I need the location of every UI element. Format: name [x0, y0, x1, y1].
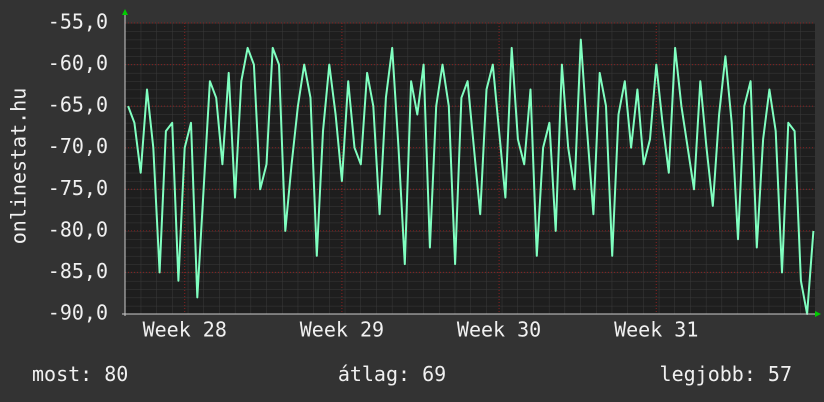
x-tick-label: Week 30	[457, 318, 541, 342]
y-tick-label: -75,0	[48, 176, 108, 200]
footer-current: most: 80	[32, 362, 128, 386]
x-tick-label: Week 31	[614, 318, 698, 342]
data-line	[127, 38, 815, 315]
plot	[127, 38, 815, 315]
y-tick-label: -55,0	[48, 10, 108, 34]
x-tick-label: Week 28	[143, 318, 227, 342]
x-tick-label: Week 29	[300, 318, 384, 342]
footer-best: legjobb: 57	[660, 362, 792, 386]
minor-grid	[125, 23, 815, 314]
y-tick-label: -80,0	[48, 217, 108, 241]
y-tick-label: -70,0	[48, 134, 108, 158]
y-tick-label: -65,0	[48, 93, 108, 117]
y-tick-label: -90,0	[48, 301, 108, 325]
y-tick-label: -85,0	[48, 259, 108, 283]
y-axis-arrow	[122, 9, 128, 15]
y-axis-title: onlinestat.hu	[7, 88, 31, 245]
footer-average: átlag: 69	[338, 362, 446, 386]
y-tick-label: -60,0	[48, 51, 108, 75]
x-axis-arrow	[815, 311, 821, 317]
